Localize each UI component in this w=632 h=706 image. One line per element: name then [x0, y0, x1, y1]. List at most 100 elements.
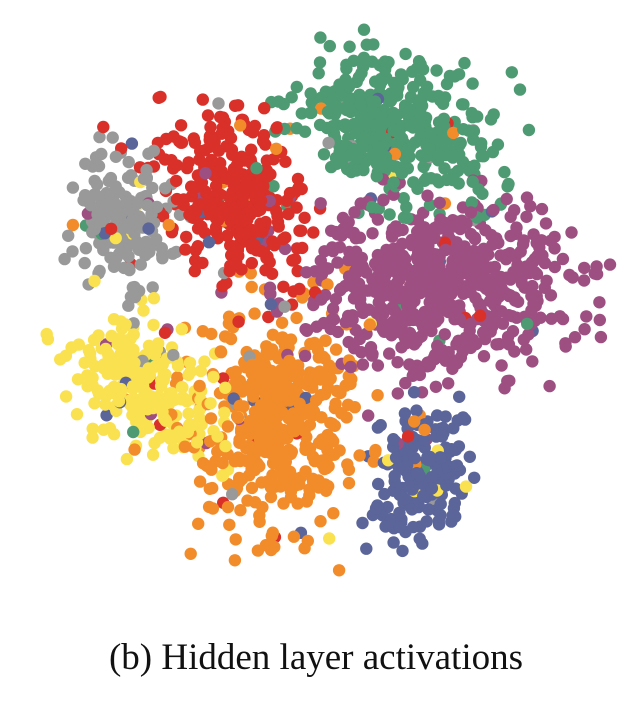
data-point	[342, 335, 355, 349]
data-point	[278, 300, 291, 313]
data-point	[150, 200, 164, 214]
data-point	[384, 94, 398, 107]
data-point	[170, 174, 183, 188]
data-point	[413, 116, 427, 130]
data-point	[260, 340, 273, 353]
data-point	[593, 313, 606, 327]
data-point	[386, 301, 399, 314]
data-point	[420, 80, 434, 94]
data-point	[430, 409, 444, 422]
data-point	[356, 516, 369, 530]
data-point	[506, 310, 519, 323]
data-point	[504, 229, 517, 243]
data-point	[491, 138, 505, 151]
data-point	[440, 77, 454, 91]
data-point	[426, 292, 439, 305]
data-point	[464, 341, 477, 355]
data-point	[474, 140, 488, 154]
data-point	[502, 177, 515, 191]
data-point	[453, 390, 466, 403]
data-point	[193, 475, 207, 488]
data-point	[182, 407, 195, 420]
data-point	[456, 411, 470, 424]
data-point	[457, 98, 470, 111]
data-point	[231, 158, 244, 171]
data-point	[66, 218, 80, 232]
data-point	[175, 323, 188, 336]
data-point	[354, 97, 367, 111]
data-point	[234, 454, 247, 468]
data-point	[79, 157, 92, 170]
data-point	[336, 211, 350, 225]
data-point	[270, 204, 283, 218]
data-point	[548, 230, 561, 244]
data-point	[176, 194, 190, 207]
data-point	[255, 476, 268, 489]
data-point	[424, 127, 437, 140]
data-point	[467, 244, 481, 258]
data-point	[104, 195, 117, 209]
data-point	[322, 136, 335, 150]
data-point	[335, 407, 348, 420]
data-point	[500, 192, 513, 206]
data-point	[200, 187, 213, 200]
data-point	[337, 77, 351, 90]
data-point	[421, 360, 434, 373]
data-point	[369, 106, 382, 120]
data-point	[277, 471, 290, 484]
data-point	[232, 315, 245, 328]
data-point	[174, 119, 188, 132]
data-point	[106, 131, 119, 144]
data-point	[93, 264, 106, 278]
data-point	[544, 289, 558, 302]
data-point	[122, 155, 135, 169]
data-point	[367, 38, 380, 51]
data-point	[205, 140, 219, 153]
data-point	[78, 256, 91, 270]
data-point	[353, 88, 366, 102]
data-point	[298, 211, 311, 224]
data-point	[156, 358, 169, 371]
data-point	[89, 360, 102, 373]
data-point	[370, 306, 383, 320]
data-point	[331, 256, 344, 269]
data-point	[248, 179, 261, 192]
data-point	[521, 317, 534, 331]
data-point	[277, 497, 290, 510]
data-point	[423, 142, 436, 155]
data-point	[216, 280, 229, 293]
data-point	[354, 197, 367, 210]
data-point	[300, 324, 314, 337]
data-point	[559, 337, 572, 350]
data-point	[401, 211, 414, 225]
data-point	[464, 206, 478, 219]
data-point	[343, 149, 357, 162]
data-point	[264, 298, 278, 311]
data-point	[526, 355, 539, 368]
data-point	[167, 348, 180, 362]
data-point	[390, 277, 403, 290]
data-point	[472, 262, 485, 275]
data-point	[493, 337, 506, 351]
data-point	[444, 299, 457, 312]
data-point	[371, 213, 385, 226]
data-point	[402, 480, 415, 493]
data-point	[270, 142, 283, 155]
data-point	[298, 125, 312, 138]
data-point	[215, 127, 228, 140]
data-point	[459, 480, 473, 493]
data-point	[112, 394, 126, 408]
data-point	[456, 155, 470, 169]
data-point	[286, 254, 299, 267]
data-point	[429, 380, 443, 393]
data-point	[314, 515, 327, 528]
data-point	[90, 178, 104, 191]
data-point	[267, 180, 280, 193]
data-point	[548, 260, 561, 274]
data-point	[190, 436, 204, 449]
data-point	[328, 448, 341, 461]
data-point	[86, 422, 99, 435]
data-point	[417, 160, 430, 174]
data-point	[401, 107, 414, 120]
data-point	[275, 316, 289, 329]
